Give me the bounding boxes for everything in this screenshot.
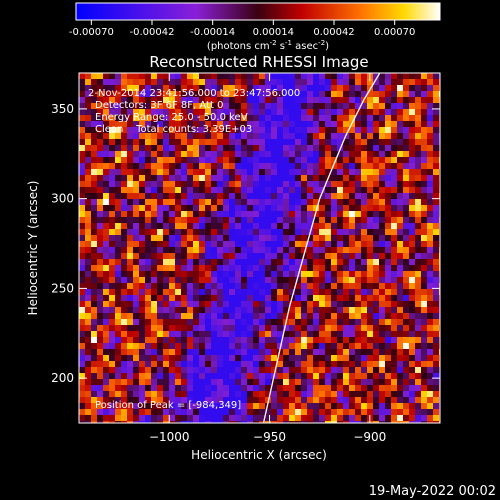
colorbar-tick-label: -0.00070 [69, 27, 114, 38]
colorbar-gradient [75, 2, 441, 21]
annotation-clean: Clean Total counts: 3.39E+03 [95, 124, 252, 135]
y-tick-label: 200 [51, 371, 74, 385]
colorbar-tick-label: 0.00014 [253, 27, 294, 38]
annotation-energy: Energy Range: 25.0 - 50.0 keV [95, 112, 248, 123]
y-axis-label: Heliocentric Y (arcsec) [26, 181, 40, 316]
annotation-detectors: Detectors: 3F 6F 8F, Att 0 [95, 100, 223, 111]
annotation-time-range: 2-Nov-2014 23:41:56.000 to 23:47:56.000 [88, 88, 300, 99]
footer-timestamp: 19-May-2022 00:02 [369, 484, 496, 499]
plot-frame [78, 72, 441, 424]
x-tick-label: −950 [253, 430, 286, 444]
chart-title: Reconstructed RHESSI Image [149, 53, 368, 71]
peak-position-label: Position of Peak = [-984,349] [95, 400, 241, 411]
colorbar-tick-label: 0.00070 [374, 27, 415, 38]
annotation-block: 2-Nov-2014 23:41:56.000 to 23:47:56.000 … [88, 88, 300, 135]
plot-area: −1000 −950 −900 200 250 300 350 [51, 72, 441, 444]
solar-limb-line [262, 73, 381, 423]
colorbar-tick-label: -0.00042 [130, 27, 175, 38]
x-tick-label: −900 [353, 430, 386, 444]
y-tick-label: 250 [51, 281, 74, 295]
colorbar-units: (photons cm-2 s-1 asec-2) [207, 39, 329, 52]
colorbar-tick-label: 0.00042 [313, 27, 354, 38]
y-tick-label: 300 [51, 192, 74, 206]
colorbar: -0.00070 -0.00042 -0.00014 0.00014 0.00042 0.… [69, 2, 441, 52]
x-axis-label: Heliocentric X (arcsec) [191, 448, 327, 462]
x-tick-label: −1000 [149, 430, 190, 444]
colorbar-tick-label: -0.00014 [190, 27, 235, 38]
y-tick-label: 350 [51, 102, 74, 116]
